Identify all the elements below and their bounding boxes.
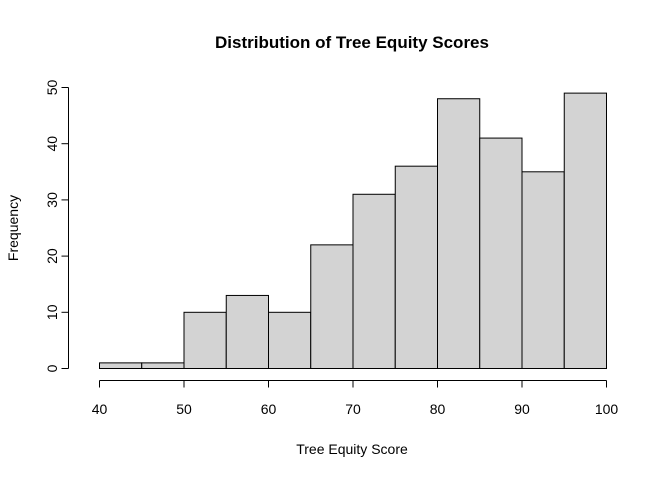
histogram-bar (352, 193, 396, 369)
x-tick-label: 100 (595, 401, 619, 417)
x-tick-label: 80 (430, 401, 446, 417)
histogram-bar (268, 311, 312, 369)
y-tick-label: 50 (44, 80, 60, 96)
histogram-bar (521, 171, 565, 369)
histogram-bar (437, 98, 481, 370)
y-axis: 0 10 20 30 40 50 (44, 80, 69, 372)
y-tick-label: 30 (44, 192, 60, 208)
x-tick-label: 70 (345, 401, 361, 417)
histogram-bar (99, 362, 143, 370)
x-tick-label: 60 (261, 401, 277, 417)
histogram-bar (479, 137, 523, 369)
bars-group (99, 92, 607, 370)
x-tick-label: 90 (514, 401, 530, 417)
histogram-bar (183, 311, 227, 369)
histogram-bar (394, 165, 438, 369)
y-axis-label: Frequency (5, 195, 21, 261)
histogram-bar (225, 294, 269, 369)
y-tick-label: 40 (44, 136, 60, 152)
x-tick-label: 40 (92, 401, 108, 417)
histogram-bar (563, 92, 607, 370)
y-tick-label: 0 (44, 364, 60, 372)
y-tick-label: 20 (44, 248, 60, 264)
x-axis-label: Tree Equity Score (296, 441, 408, 457)
histogram-bar (141, 362, 185, 370)
x-axis: 40 50 60 70 80 90 100 (92, 380, 619, 417)
x-tick-label: 50 (176, 401, 192, 417)
chart-title: Distribution of Tree Equity Scores (215, 33, 489, 52)
y-tick-label: 10 (44, 304, 60, 320)
histogram-bar (310, 244, 354, 369)
